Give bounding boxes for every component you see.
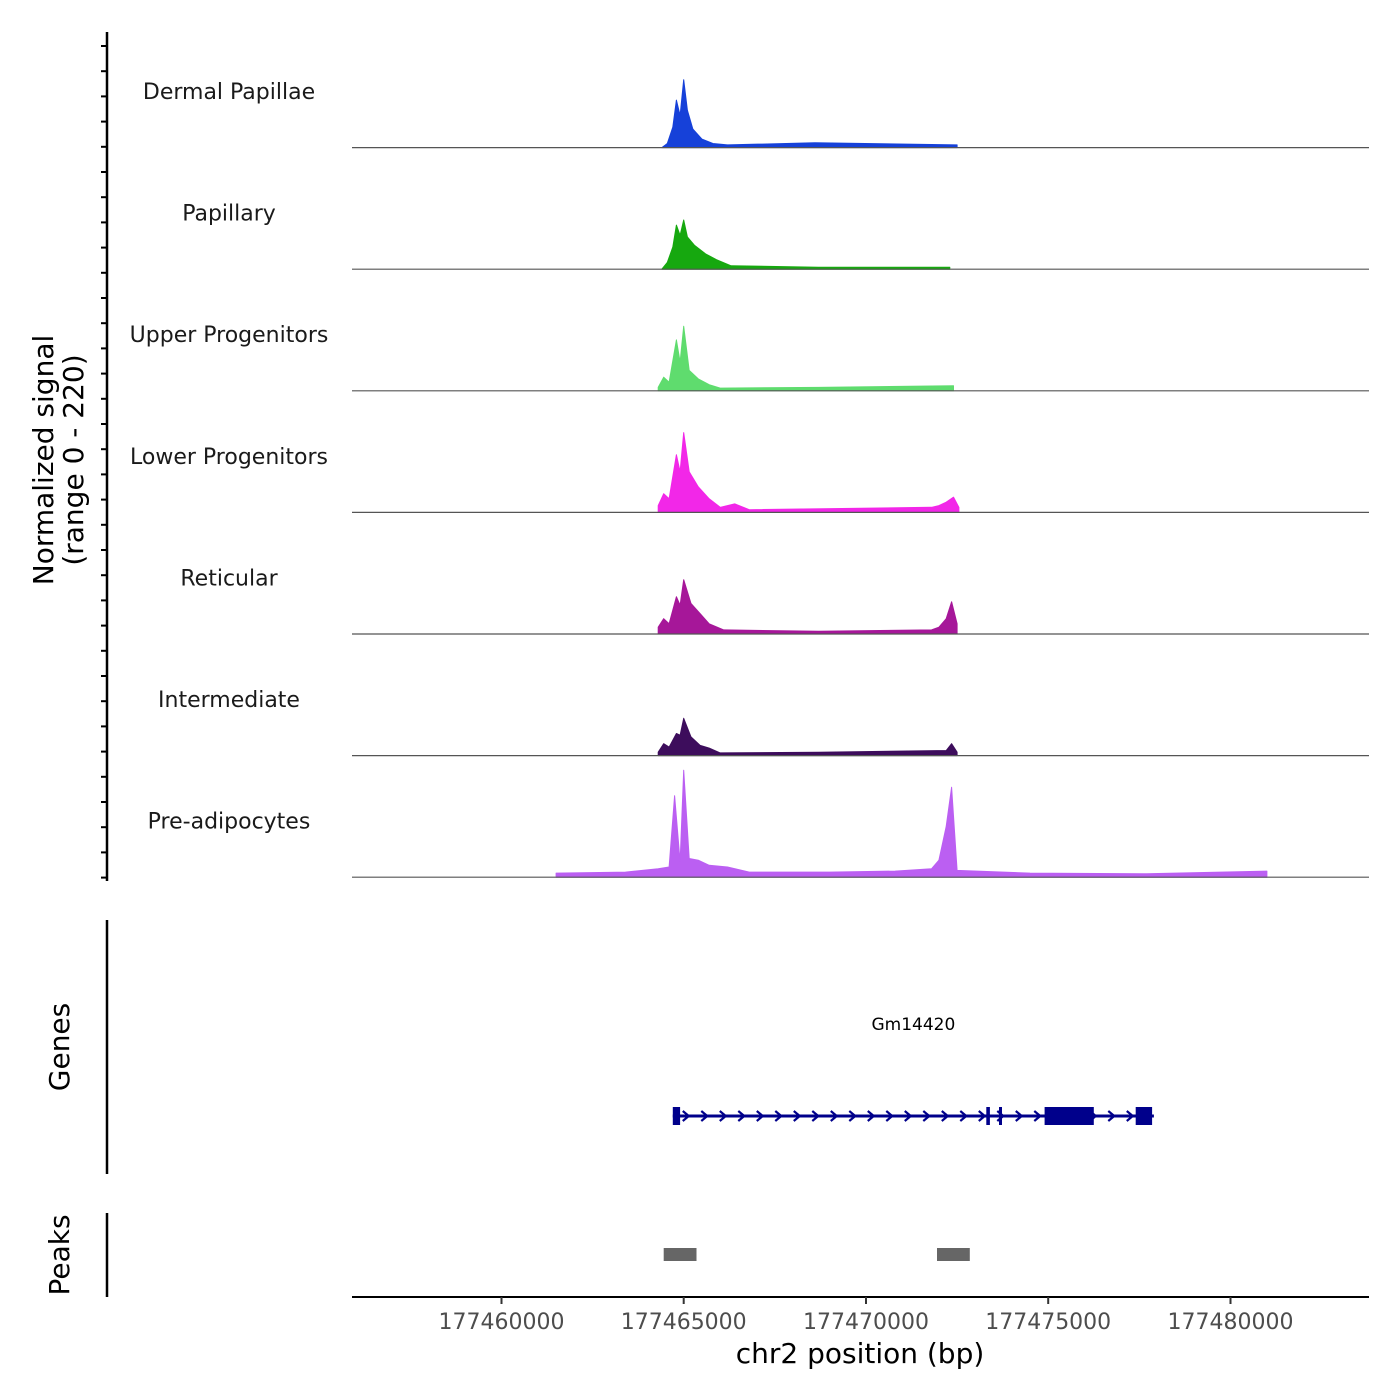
track-label: Pre-adipocytes (148, 810, 311, 835)
track-reticular: Reticular (180, 566, 1369, 635)
strand-arrow (978, 1110, 987, 1122)
gene-exon (999, 1107, 1002, 1125)
gene-exon (1044, 1107, 1094, 1125)
coverage-y-label-line1: Normalized signal (27, 335, 60, 586)
genes-label: Genes (43, 1003, 76, 1091)
strand-arrow (922, 1110, 931, 1122)
strand-arrow (885, 1110, 894, 1122)
peak-region (937, 1248, 970, 1261)
track-label: Intermediate (158, 688, 300, 713)
track-label: Papillary (182, 202, 276, 227)
strand-arrow (700, 1110, 709, 1122)
strand-arrow (1015, 1110, 1024, 1122)
gene-exon (1135, 1107, 1153, 1125)
track-intermediate: Intermediate (158, 688, 1369, 757)
x-tick-label: 177480000 (1168, 1310, 1294, 1335)
coverage-area (661, 219, 951, 270)
track-pre-adipocytes: Pre-adipocytes (148, 769, 1369, 878)
x-tick-label: 177460000 (439, 1310, 565, 1335)
peaks-label: Peaks (43, 1214, 76, 1295)
x-tick-label: 177470000 (803, 1310, 929, 1335)
track-papillary: Papillary (182, 202, 1369, 270)
strand-arrow (1126, 1110, 1135, 1122)
coverage-area (657, 579, 958, 635)
strand-arrow (682, 1110, 691, 1122)
x-tick-label: 177465000 (621, 1310, 747, 1335)
strand-arrow (959, 1110, 968, 1122)
strand-arrow (719, 1110, 728, 1122)
gene-track: Gm14420 (672, 1015, 1154, 1125)
track-label: Upper Progenitors (130, 323, 329, 348)
strand-arrow (774, 1110, 783, 1122)
coverage-tracks: Dermal Papillae Papillary Upper Progenitor… (130, 79, 1369, 878)
coverage-area (657, 717, 958, 757)
strand-arrow (848, 1110, 857, 1122)
strand-arrow (1033, 1110, 1042, 1122)
strand-arrow (1107, 1110, 1116, 1122)
strand-arrow (830, 1110, 839, 1122)
track-dermal-papillae: Dermal Papillae (143, 79, 1369, 149)
gene-gm14420: Gm14420 (672, 1015, 1154, 1125)
coverage-area (657, 325, 954, 392)
strand-arrow (793, 1110, 802, 1122)
peak-region (663, 1248, 697, 1261)
coverage-area (657, 432, 960, 513)
coverage-y-ticks (101, 45, 107, 879)
gene-name: Gm14420 (871, 1015, 955, 1035)
strand-arrow (756, 1110, 765, 1122)
coverage-area (555, 769, 1268, 878)
strand-arrow (737, 1110, 746, 1122)
x-axis-title: chr2 position (bp) (736, 1337, 985, 1370)
gene-exon (672, 1107, 681, 1125)
x-tick-label: 177475000 (985, 1310, 1111, 1335)
coverage-area (661, 79, 958, 149)
gene-exon (986, 1107, 990, 1125)
strand-arrow (941, 1110, 950, 1122)
strand-arrow (811, 1110, 820, 1122)
strand-arrow (904, 1110, 913, 1122)
track-label: Dermal Papillae (143, 80, 315, 105)
strand-arrow (867, 1110, 876, 1122)
track-lower-progenitors: Lower Progenitors (130, 432, 1369, 514)
peak-track (663, 1248, 970, 1261)
coverage-y-label-line2: (range 0 - 220) (57, 354, 90, 565)
track-label: Reticular (180, 566, 278, 591)
track-label: Lower Progenitors (130, 445, 328, 470)
x-axis-ticks: 177460000 177465000 177470000 177475000 1774… (439, 1297, 1294, 1335)
track-upper-progenitors: Upper Progenitors (130, 323, 1369, 392)
